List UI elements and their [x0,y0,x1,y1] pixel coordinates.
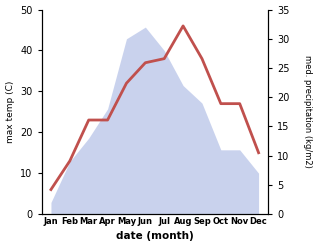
Y-axis label: max temp (C): max temp (C) [5,81,15,143]
Y-axis label: med. precipitation (kg/m2): med. precipitation (kg/m2) [303,55,313,168]
X-axis label: date (month): date (month) [116,231,194,242]
